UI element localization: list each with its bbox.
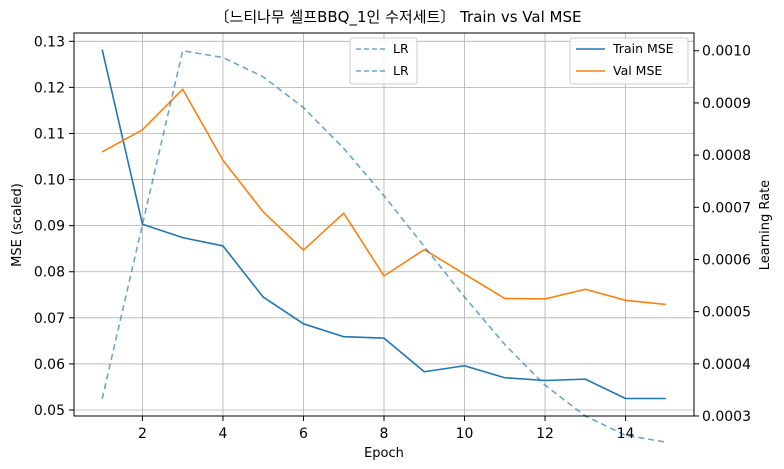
series-layer — [101, 49, 666, 443]
x-tick-label: 6 — [299, 426, 308, 442]
x-tick-label: 4 — [219, 426, 228, 442]
y-axis-left-label: MSE (scaled) — [10, 183, 25, 267]
legend-lr-label-1: LR — [393, 41, 409, 56]
legend-mse: Train MSE Val MSE — [569, 37, 689, 85]
y-right-tick-label: 0.0004 — [702, 357, 751, 373]
series-line-train-mse — [101, 49, 666, 400]
y-right-tick-label: 0.0003 — [702, 409, 751, 425]
x-tick-label: 2 — [138, 426, 147, 442]
y-left-tick-label: 0.13 — [34, 34, 65, 50]
y-right-tick-label: 0.0007 — [702, 200, 751, 216]
y-left-tick-label: 0.12 — [34, 80, 65, 96]
x-tick-label: 12 — [536, 426, 554, 442]
x-axis-label: Epoch — [364, 446, 404, 461]
y-left-tick-label: 0.10 — [34, 173, 65, 189]
y-right-tick-label: 0.0008 — [702, 148, 751, 164]
y-right-tick-label: 0.0010 — [702, 44, 751, 60]
y-right-tick-label: 0.0005 — [702, 305, 751, 321]
y-left-tick-label: 0.07 — [34, 311, 65, 327]
axes: 2 4 6 8 10 12 14 0.05 0.06 0.07 0.08 0.09 0.10 0.11 0.… — [34, 34, 751, 442]
legend-lr-label-2: LR — [393, 63, 409, 78]
legend-train-label: Train MSE — [612, 41, 674, 56]
x-tick-label: 14 — [617, 426, 635, 442]
y-left-tick-label: 0.09 — [34, 219, 65, 235]
series-line-lr — [101, 49, 666, 443]
y-left-tick-label: 0.11 — [34, 126, 65, 142]
y-right-tick-label: 0.0006 — [702, 252, 751, 268]
legend-lr: LR LR — [349, 37, 418, 85]
series-line-val-mse — [101, 88, 666, 306]
y-left-tick-label: 0.08 — [34, 265, 65, 281]
y-right-tick-label: 0.0009 — [702, 96, 751, 112]
x-tick-label: 10 — [456, 426, 474, 442]
legend-val-label: Val MSE — [613, 63, 662, 78]
y-axis-right-label: Learning Rate — [758, 180, 773, 270]
x-tick-label: 8 — [380, 426, 389, 442]
chart-title: 〔느티나무 셀프BBQ_1인 수저세트〕 Train vs Val MSE — [215, 8, 582, 27]
grid — [74, 33, 694, 416]
y-left-tick-label: 0.05 — [34, 403, 65, 419]
y-left-tick-label: 0.06 — [34, 357, 65, 373]
